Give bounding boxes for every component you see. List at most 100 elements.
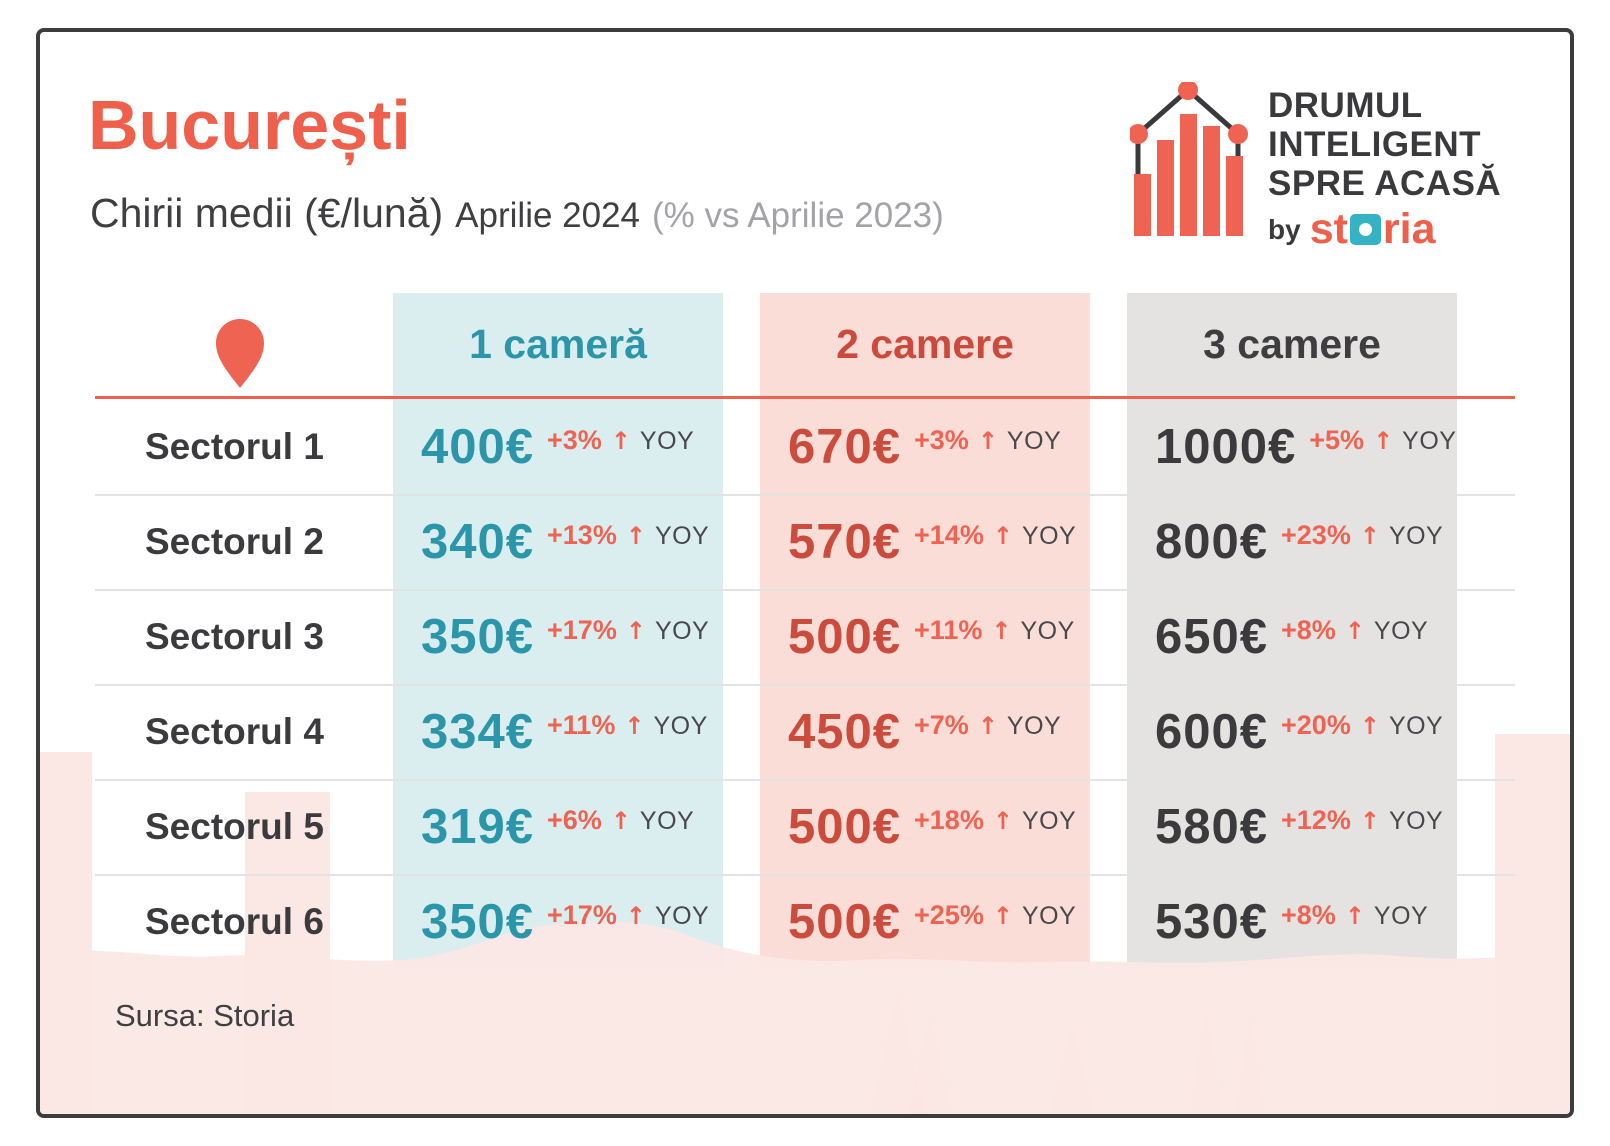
- yoy-label: YOY: [1006, 426, 1062, 455]
- price-value: 334€: [421, 705, 535, 759]
- by-label: by: [1268, 214, 1301, 245]
- subtitle-period: Aprilie 2024: [455, 196, 641, 235]
- yoy-label: YOY: [1388, 806, 1444, 835]
- cell-s2-2camere: 570€ +14% ↑ YOY: [788, 508, 1103, 576]
- yoy-label: YOY: [1373, 901, 1429, 930]
- yoy-change: +8%: [1281, 614, 1336, 645]
- row-label-sectorul-1: Sectorul 1: [145, 426, 324, 467]
- price-value: 600€: [1155, 705, 1269, 759]
- source-label: Sursa: Storia: [115, 998, 295, 1033]
- cell-s2-3camere: 800€ +23% ↑ YOY: [1155, 508, 1470, 576]
- up-arrow-icon: ↑: [977, 711, 998, 740]
- cell-s2-1camera: 340€ +13% ↑ YOY: [421, 508, 736, 576]
- yoy-change: +3%: [914, 424, 969, 455]
- column-header-2-camere: 2 camere: [836, 321, 1014, 367]
- cell-s1-2camere: 670€ +3% ↑ YOY: [788, 413, 1103, 481]
- yoy-label: YOY: [1021, 901, 1077, 930]
- yoy-change: +23%: [1281, 519, 1351, 550]
- cell-s5-3camere: 580€ +12% ↑ YOY: [1155, 793, 1470, 861]
- yoy-change: +6%: [547, 804, 602, 835]
- row-separator: [95, 779, 1515, 781]
- price-value: 340€: [421, 515, 535, 569]
- price-value: 319€: [421, 800, 535, 854]
- cell-s6-3camere: 530€ +8% ↑ YOY: [1155, 888, 1470, 956]
- price-value: 650€: [1155, 610, 1269, 664]
- up-arrow-icon: ↑: [1359, 806, 1380, 835]
- tagline-line2: INTELIGENT: [1268, 125, 1482, 164]
- cell-s6-2camere: 500€ +25% ↑ YOY: [788, 888, 1103, 956]
- infographic-card: București Chirii medii (€/lună) Aprilie …: [36, 28, 1574, 1118]
- storia-o-icon: [1349, 214, 1381, 245]
- price-value: 350€: [421, 895, 535, 949]
- row-separator: [95, 494, 1515, 496]
- up-arrow-icon: ↑: [625, 616, 646, 645]
- row-separator: [95, 684, 1515, 686]
- up-arrow-icon: ↑: [624, 711, 645, 740]
- row-separator: [95, 874, 1515, 876]
- price-value: 500€: [788, 610, 902, 664]
- yoy-change: +20%: [1281, 709, 1351, 740]
- price-value: 500€: [788, 895, 902, 949]
- yoy-label: YOY: [654, 901, 710, 930]
- yoy-label: YOY: [1402, 426, 1457, 455]
- storia-brand: by st ria: [1268, 205, 1501, 253]
- band-3-camere: [1127, 293, 1457, 968]
- cell-s4-3camere: 600€ +20% ↑ YOY: [1155, 698, 1470, 766]
- row-label-sectorul-3: Sectorul 3: [145, 616, 324, 657]
- yoy-change: +3%: [547, 424, 602, 455]
- yoy-label: YOY: [1021, 806, 1077, 835]
- yoy-label: YOY: [1388, 711, 1444, 740]
- column-header-3-camere: 3 camere: [1203, 321, 1381, 367]
- yoy-label: YOY: [654, 616, 710, 645]
- yoy-label: YOY: [653, 711, 708, 740]
- up-arrow-icon: ↑: [977, 426, 998, 455]
- yoy-change: +11%: [547, 709, 616, 740]
- yoy-change: +18%: [914, 804, 984, 835]
- price-value: 500€: [788, 800, 902, 854]
- price-value: 800€: [1155, 515, 1269, 569]
- row-label-sectorul-2: Sectorul 2: [145, 521, 324, 562]
- column-header-1-camera: 1 cameră: [469, 321, 647, 367]
- cell-s6-1camera: 350€ +17% ↑ YOY: [421, 888, 736, 956]
- storia-wordmark: st ria: [1309, 205, 1436, 253]
- yoy-label: YOY: [1021, 521, 1077, 550]
- up-arrow-icon: ↑: [1344, 616, 1365, 645]
- yoy-label: YOY: [1020, 616, 1075, 645]
- city-skyline-decoration: [40, 734, 1570, 1114]
- up-arrow-icon: ↑: [610, 806, 631, 835]
- up-arrow-icon: ↑: [992, 806, 1013, 835]
- up-arrow-icon: ↑: [992, 901, 1013, 930]
- cell-s3-3camere: 650€ +8% ↑ YOY: [1155, 603, 1470, 671]
- cell-s3-1camera: 350€ +17% ↑ YOY: [421, 603, 736, 671]
- yoy-label: YOY: [639, 806, 695, 835]
- subtitle: Chirii medii (€/lună) Aprilie 2024 (% vs…: [90, 190, 944, 237]
- up-arrow-icon: ↑: [625, 521, 646, 550]
- subtitle-compare: (% vs Aprilie 2023): [652, 196, 944, 235]
- row-label-sectorul-4: Sectorul 4: [145, 711, 324, 752]
- yoy-change: +8%: [1281, 899, 1336, 930]
- up-arrow-icon: ↑: [610, 426, 631, 455]
- yoy-label: YOY: [654, 521, 710, 550]
- price-value: 450€: [788, 705, 902, 759]
- cell-s4-2camere: 450€ +7% ↑ YOY: [788, 698, 1103, 766]
- yoy-change: +13%: [547, 519, 617, 550]
- subtitle-main: Chirii medii (€/lună): [90, 190, 444, 236]
- price-value: 1000€: [1155, 420, 1297, 474]
- cell-s5-2camere: 500€ +18% ↑ YOY: [788, 793, 1103, 861]
- up-arrow-icon: ↑: [625, 901, 646, 930]
- yoy-change: +14%: [914, 519, 984, 550]
- price-value: 580€: [1155, 800, 1269, 854]
- yoy-change: +17%: [547, 899, 617, 930]
- cell-s1-1camera: 400€ +3% ↑ YOY: [421, 413, 736, 481]
- up-arrow-icon: ↑: [1359, 711, 1380, 740]
- up-arrow-icon: ↑: [1373, 426, 1394, 455]
- yoy-change: +11%: [914, 614, 983, 645]
- up-arrow-icon: ↑: [1344, 901, 1365, 930]
- yoy-change: +12%: [1281, 804, 1351, 835]
- yoy-label: YOY: [1373, 616, 1429, 645]
- price-value: 530€: [1155, 895, 1269, 949]
- tagline-line1: DRUMUL: [1268, 86, 1423, 125]
- price-value: 570€: [788, 515, 902, 569]
- yoy-change: +25%: [914, 899, 984, 930]
